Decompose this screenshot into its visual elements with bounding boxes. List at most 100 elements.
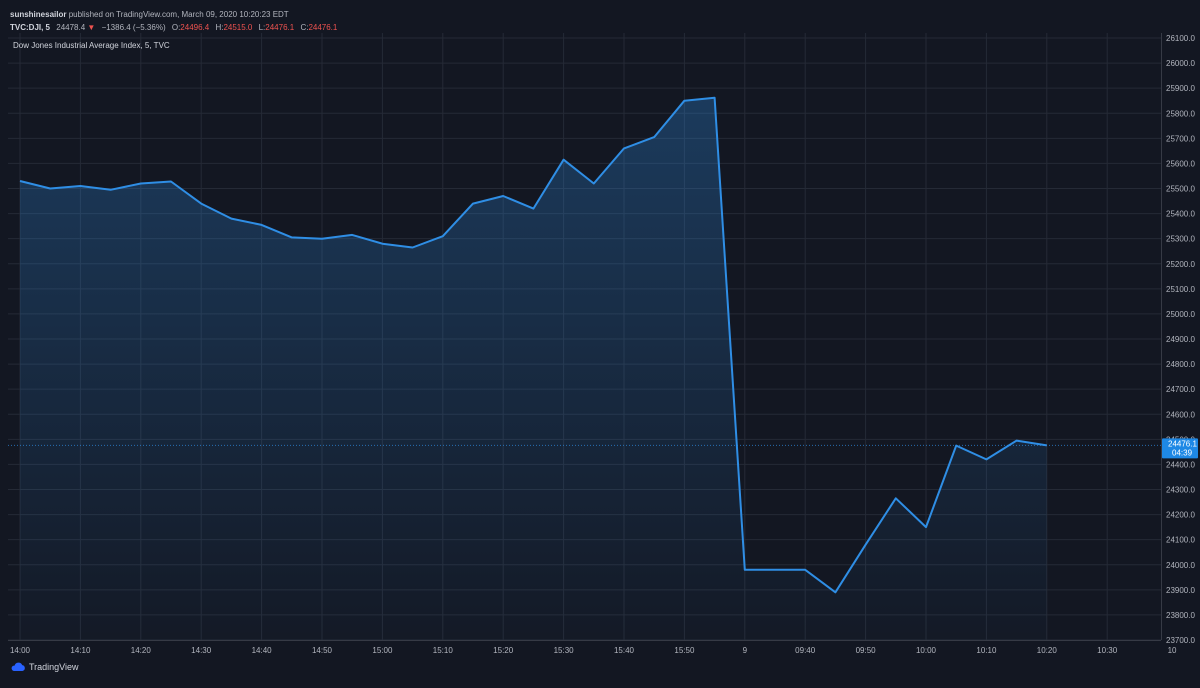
- price-tick-label: 25500.0: [1166, 185, 1195, 194]
- time-tick-label: 15:50: [674, 646, 695, 655]
- publish-line: sunshinesailor published on TradingView.…: [10, 8, 337, 21]
- data-point[interactable]: [79, 184, 82, 187]
- time-tick-label: 14:00: [10, 646, 31, 655]
- time-tick-label: 10:30: [1097, 646, 1118, 655]
- time-tick-label: 15:40: [614, 646, 635, 655]
- data-point[interactable]: [169, 180, 172, 183]
- price-tick-label: 24300.0: [1166, 486, 1195, 495]
- data-point[interactable]: [290, 236, 293, 239]
- data-point[interactable]: [834, 591, 837, 594]
- chart-title: Dow Jones Industrial Average Index, 5, T…: [13, 41, 170, 50]
- data-point[interactable]: [562, 158, 565, 161]
- tradingview-logo-text[interactable]: TradingView: [29, 662, 79, 672]
- low-label: L:: [258, 23, 266, 32]
- time-tick-label: 15:20: [493, 646, 514, 655]
- area-fill-path: [20, 97, 1047, 640]
- data-point[interactable]: [502, 194, 505, 197]
- ohlc-line: TVC:DJI, 5 24478.4 ▼ −1386.4 (−5.36%) O:…: [10, 21, 337, 34]
- data-point[interactable]: [109, 188, 112, 191]
- price-tick-label: 24400.0: [1166, 460, 1195, 469]
- author-link[interactable]: sunshinesailor: [10, 10, 67, 19]
- time-tick-label: 09:40: [795, 646, 816, 655]
- data-point[interactable]: [532, 207, 535, 210]
- time-tick-label: 14:40: [252, 646, 273, 655]
- data-point[interactable]: [471, 202, 474, 205]
- data-point[interactable]: [351, 233, 354, 236]
- data-point[interactable]: [18, 179, 21, 182]
- last-price-tag[interactable]: [1162, 438, 1198, 459]
- price-tick-label: 25300.0: [1166, 235, 1195, 244]
- countdown-label: 04:39: [1172, 448, 1193, 457]
- data-point[interactable]: [411, 246, 414, 249]
- series-line[interactable]: [19, 96, 1047, 594]
- change-value: −1386.4 (−5.36%): [101, 23, 166, 32]
- price-tick-label: 25600.0: [1166, 159, 1195, 168]
- time-tick-label: 14:20: [131, 646, 152, 655]
- data-point[interactable]: [653, 135, 656, 138]
- high-value: 24515.0: [223, 23, 253, 32]
- data-point[interactable]: [683, 99, 686, 102]
- chart-header: sunshinesailor published on TradingView.…: [10, 8, 337, 34]
- price-tick-label: 26000.0: [1166, 59, 1195, 68]
- open-value: 24496.4: [180, 23, 210, 32]
- price-axis-background: [1161, 33, 1200, 640]
- data-point[interactable]: [924, 526, 927, 529]
- price-tick-label: 24000.0: [1166, 561, 1195, 570]
- data-point[interactable]: [200, 202, 203, 205]
- low-value: 24476.1: [265, 23, 295, 32]
- data-point[interactable]: [260, 223, 263, 226]
- price-tick-label: 25400.0: [1166, 210, 1195, 219]
- price-tick-label: 23900.0: [1166, 586, 1195, 595]
- data-point[interactable]: [743, 568, 746, 571]
- time-tick-label: 14:30: [191, 646, 212, 655]
- price-axis[interactable]: 26100.0 26000.0 25900.0 25800.0 25700.0 25600…: [1161, 33, 1200, 645]
- series-line-layer: [8, 96, 1161, 594]
- price-tick-label: 24800.0: [1166, 360, 1195, 369]
- data-point[interactable]: [139, 182, 142, 185]
- price-tick-label: 25700.0: [1166, 134, 1195, 143]
- data-point[interactable]: [894, 497, 897, 500]
- data-point[interactable]: [381, 242, 384, 245]
- data-point[interactable]: [773, 568, 776, 571]
- data-point[interactable]: [441, 235, 444, 238]
- data-point[interactable]: [804, 568, 807, 571]
- symbol-label: TVC:DJI, 5: [10, 23, 51, 32]
- last-price-tag-value: 24476.1: [1168, 439, 1197, 448]
- price-tick-label: 25800.0: [1166, 109, 1195, 118]
- price-tick-label: 25000.0: [1166, 310, 1195, 319]
- last-price: 24478.4: [56, 23, 86, 32]
- close-label: C:: [300, 23, 309, 32]
- time-axis[interactable]: 14:00 14:10 14:20 14:30 14:40 14:50 15:00 15:10…: [8, 640, 1177, 656]
- data-point[interactable]: [1015, 439, 1018, 442]
- data-point[interactable]: [230, 217, 233, 220]
- time-tick-label: 10:00: [916, 646, 937, 655]
- close-value: 24476.1: [308, 23, 338, 32]
- price-tick-label: 24200.0: [1166, 511, 1195, 520]
- time-tick-label: 14:10: [70, 646, 91, 655]
- time-tick-label: 10: [1168, 646, 1177, 655]
- price-tick-label: 25200.0: [1166, 260, 1195, 269]
- cloud-icon: [11, 662, 25, 671]
- price-tick-label: 24900.0: [1166, 335, 1195, 344]
- time-tick-label: 10:20: [1037, 646, 1058, 655]
- data-point[interactable]: [49, 187, 52, 190]
- time-tick-label: 10:10: [976, 646, 997, 655]
- down-arrow-icon: ▼: [87, 23, 96, 32]
- time-tick-label: 15:10: [433, 646, 454, 655]
- data-point[interactable]: [713, 96, 716, 99]
- data-point[interactable]: [592, 182, 595, 185]
- high-label: H:: [215, 23, 224, 32]
- area-fill: [20, 97, 1047, 640]
- time-tick-label: 14:50: [312, 646, 333, 655]
- price-tick-label: 23800.0: [1166, 611, 1195, 620]
- data-point[interactable]: [985, 458, 988, 461]
- price-tick-label: 23700.0: [1166, 636, 1195, 645]
- data-point[interactable]: [622, 147, 625, 150]
- data-point[interactable]: [320, 237, 323, 240]
- time-tick-label: 09:50: [856, 646, 877, 655]
- data-point[interactable]: [864, 543, 867, 546]
- price-tick-label: 25900.0: [1166, 84, 1195, 93]
- time-tick-label: 15:30: [554, 646, 575, 655]
